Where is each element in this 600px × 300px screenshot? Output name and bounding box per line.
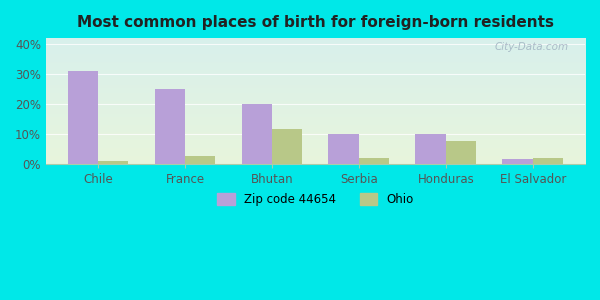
- Text: City-Data.com: City-Data.com: [495, 42, 569, 52]
- Bar: [185, 156, 215, 164]
- Bar: [68, 71, 98, 164]
- Bar: [446, 141, 476, 164]
- Bar: [242, 104, 272, 164]
- Bar: [533, 158, 563, 164]
- Bar: [415, 134, 446, 164]
- Bar: [328, 134, 359, 164]
- Bar: [359, 158, 389, 164]
- Title: Most common places of birth for foreign-born residents: Most common places of birth for foreign-…: [77, 15, 554, 30]
- Bar: [502, 159, 533, 164]
- Legend: Zip code 44654, Ohio: Zip code 44654, Ohio: [212, 188, 419, 211]
- Bar: [155, 89, 185, 164]
- Bar: [272, 129, 302, 164]
- Bar: [98, 161, 128, 164]
